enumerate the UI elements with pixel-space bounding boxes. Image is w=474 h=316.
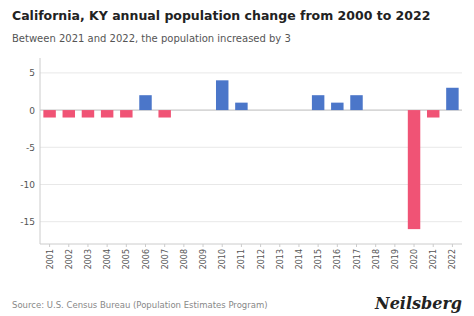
x-tick [203, 244, 204, 247]
bar [369, 110, 381, 111]
chart-container: California, KY annual population change … [0, 0, 474, 316]
grid-line [40, 221, 462, 222]
grid [40, 73, 462, 222]
bar [158, 110, 170, 117]
x-tick [298, 244, 299, 247]
x-tick [164, 244, 165, 247]
x-tick-label: 2007 [161, 249, 170, 269]
subtitle: Between 2021 and 2022, the population in… [12, 33, 291, 44]
y-tick-label: 5 [29, 68, 35, 78]
x-tick-label: 2013 [276, 249, 285, 269]
x-tick [414, 244, 415, 247]
grid-line [40, 147, 462, 148]
bar [235, 103, 247, 110]
x-tick-label: 2020 [410, 249, 419, 269]
x-tick-label: 2006 [142, 249, 151, 269]
x-tick-label: 2008 [180, 249, 189, 269]
bar [293, 110, 305, 111]
bar [389, 110, 401, 111]
x-tick-label: 2009 [199, 249, 208, 269]
grid-line [40, 72, 462, 73]
bar [120, 110, 132, 117]
bar [197, 110, 209, 111]
x-tick-label: 2005 [122, 249, 131, 269]
x-tick [222, 244, 223, 247]
bar [101, 110, 113, 117]
x-tick-label: 2014 [295, 249, 304, 269]
x-tick-label: 2011 [237, 249, 246, 269]
bar [43, 110, 55, 117]
x-tick [145, 244, 146, 247]
x-tick [87, 244, 88, 247]
x-tick [68, 244, 69, 247]
x-axis-line [40, 244, 462, 245]
x-tick [433, 244, 434, 247]
bar [408, 110, 420, 229]
x-tick [279, 244, 280, 247]
x-tick [394, 244, 395, 247]
x-tick-label: 2016 [333, 249, 342, 269]
branding: Neilsberg [374, 294, 462, 313]
x-tick-label: 2019 [391, 249, 400, 269]
x-tick [107, 244, 108, 247]
bar [139, 95, 151, 110]
grid-line [40, 184, 462, 185]
x-tick [126, 244, 127, 247]
x-tick-label: 2012 [257, 249, 266, 269]
bar [216, 80, 228, 110]
x-tick-label: 2004 [103, 249, 112, 269]
x-tick [356, 244, 357, 247]
x-tick [452, 244, 453, 247]
x-tick [49, 244, 50, 247]
x-tick-label: 2002 [65, 249, 74, 269]
x-tick [318, 244, 319, 247]
x-tick-label: 2018 [372, 249, 381, 269]
y-tick-label: -10 [20, 180, 35, 190]
x-tick-label: 2001 [46, 249, 55, 269]
y-tick-label: -15 [20, 217, 35, 227]
bar [82, 110, 94, 117]
bar [254, 110, 266, 111]
x-tick [260, 244, 261, 247]
x-tick-label: 2021 [429, 249, 438, 269]
x-tick [183, 244, 184, 247]
x-tick-label: 2022 [448, 249, 457, 269]
chart: California, KY annual population change … [0, 0, 474, 316]
bar [274, 110, 286, 111]
x-tick [337, 244, 338, 247]
bar [331, 103, 343, 110]
bar [446, 88, 458, 110]
title: California, KY annual population change … [12, 8, 430, 23]
x-tick-label: 2010 [218, 249, 227, 269]
bar [350, 95, 362, 110]
bar [178, 110, 190, 111]
x-tick-label: 2017 [353, 249, 362, 269]
bar [312, 95, 324, 110]
bar [63, 110, 75, 117]
bars [43, 80, 458, 229]
y-tick-label: 0 [29, 106, 35, 116]
bar [427, 110, 439, 117]
y-axis-line [40, 58, 41, 244]
x-tick-label: 2015 [314, 249, 323, 269]
x-tick [375, 244, 376, 247]
y-tick-label: -5 [26, 143, 35, 153]
x-tick [241, 244, 242, 247]
x-tick-label: 2003 [84, 249, 93, 269]
source: Source: U.S. Census Bureau (Population E… [12, 300, 268, 310]
